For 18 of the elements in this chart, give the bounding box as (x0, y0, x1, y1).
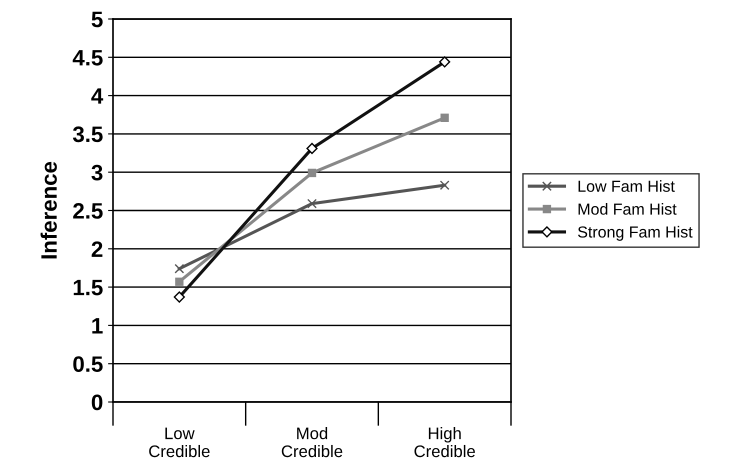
y-tick-label: 2.5 (73, 203, 103, 219)
legend-label: Mod Fam Hist (578, 203, 677, 215)
legend-label: Low Fam Hist (578, 180, 675, 192)
y-tick-label: 3.5 (72, 126, 103, 142)
y-tick-label: 4.5 (72, 50, 103, 66)
x-tick-label: Mod Credible (282, 427, 342, 458)
y-tick-label: 1 (92, 318, 103, 334)
x-tick-label: High Credible (414, 427, 475, 458)
y-axis-title: Inference (40, 162, 57, 258)
legend-label: Strong Fam Hist (578, 226, 693, 241)
y-tick-label: 0 (92, 394, 102, 410)
y-tick-label: 2 (92, 241, 102, 257)
y-tick-label: 0.5 (73, 356, 103, 372)
y-tick-label: 5 (92, 12, 103, 28)
x-tick-label: Low Credible (149, 428, 210, 458)
y-tick-label: 1.5 (74, 280, 103, 296)
y-tick-label: 4 (91, 88, 104, 104)
y-tick-label: 3 (91, 164, 102, 180)
